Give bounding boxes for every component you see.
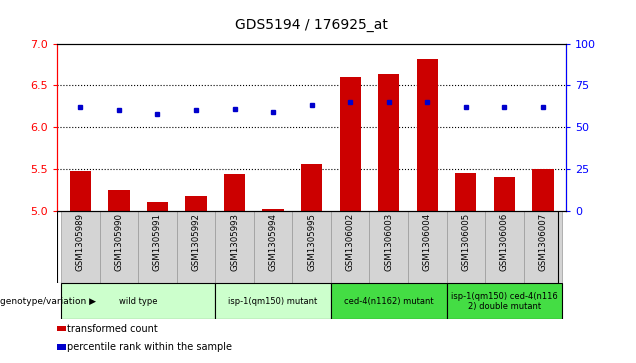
Text: isp-1(qm150) ced-4(n116
2) double mutant: isp-1(qm150) ced-4(n116 2) double mutant xyxy=(451,291,558,311)
Bar xyxy=(446,283,562,319)
Text: GSM1306007: GSM1306007 xyxy=(539,213,548,271)
Bar xyxy=(293,211,331,283)
Bar xyxy=(494,177,515,211)
Bar xyxy=(215,283,331,319)
Bar xyxy=(370,211,408,283)
Text: GSM1305991: GSM1305991 xyxy=(153,213,162,271)
Text: GSM1305992: GSM1305992 xyxy=(191,213,200,271)
Bar xyxy=(61,283,215,319)
Bar xyxy=(147,202,168,211)
Bar xyxy=(417,58,438,211)
Bar xyxy=(263,209,284,211)
Bar xyxy=(61,211,100,283)
Text: GSM1306006: GSM1306006 xyxy=(500,213,509,271)
Text: GSM1305993: GSM1305993 xyxy=(230,213,239,271)
Bar xyxy=(254,211,293,283)
Text: ced-4(n1162) mutant: ced-4(n1162) mutant xyxy=(344,297,434,306)
Bar xyxy=(177,211,215,283)
Bar xyxy=(186,196,207,211)
Bar xyxy=(70,171,91,211)
Text: GSM1305994: GSM1305994 xyxy=(268,213,277,271)
Text: percentile rank within the sample: percentile rank within the sample xyxy=(67,342,232,352)
Text: GSM1305990: GSM1305990 xyxy=(114,213,123,271)
Bar xyxy=(455,173,476,211)
Text: GDS5194 / 176925_at: GDS5194 / 176925_at xyxy=(235,18,388,32)
Text: GSM1306005: GSM1306005 xyxy=(461,213,470,271)
Bar xyxy=(446,211,485,283)
Text: GSM1306002: GSM1306002 xyxy=(346,213,355,271)
Bar xyxy=(108,189,130,211)
Text: GSM1305989: GSM1305989 xyxy=(76,213,85,271)
Bar xyxy=(215,211,254,283)
Bar xyxy=(485,211,523,283)
Bar xyxy=(408,211,446,283)
Bar xyxy=(378,74,399,211)
Text: GSM1306004: GSM1306004 xyxy=(423,213,432,271)
Bar xyxy=(340,77,361,211)
Text: genotype/variation ▶: genotype/variation ▶ xyxy=(0,297,96,306)
Text: GSM1305995: GSM1305995 xyxy=(307,213,316,271)
Text: transformed count: transformed count xyxy=(67,323,158,334)
Bar xyxy=(523,211,562,283)
Bar xyxy=(100,211,138,283)
Text: GSM1306003: GSM1306003 xyxy=(384,213,393,271)
Bar xyxy=(331,283,446,319)
Bar xyxy=(138,211,177,283)
Text: isp-1(qm150) mutant: isp-1(qm150) mutant xyxy=(228,297,318,306)
Bar xyxy=(224,174,245,211)
Bar xyxy=(301,164,322,211)
Bar xyxy=(331,211,370,283)
Bar xyxy=(532,169,553,211)
Text: wild type: wild type xyxy=(119,297,158,306)
